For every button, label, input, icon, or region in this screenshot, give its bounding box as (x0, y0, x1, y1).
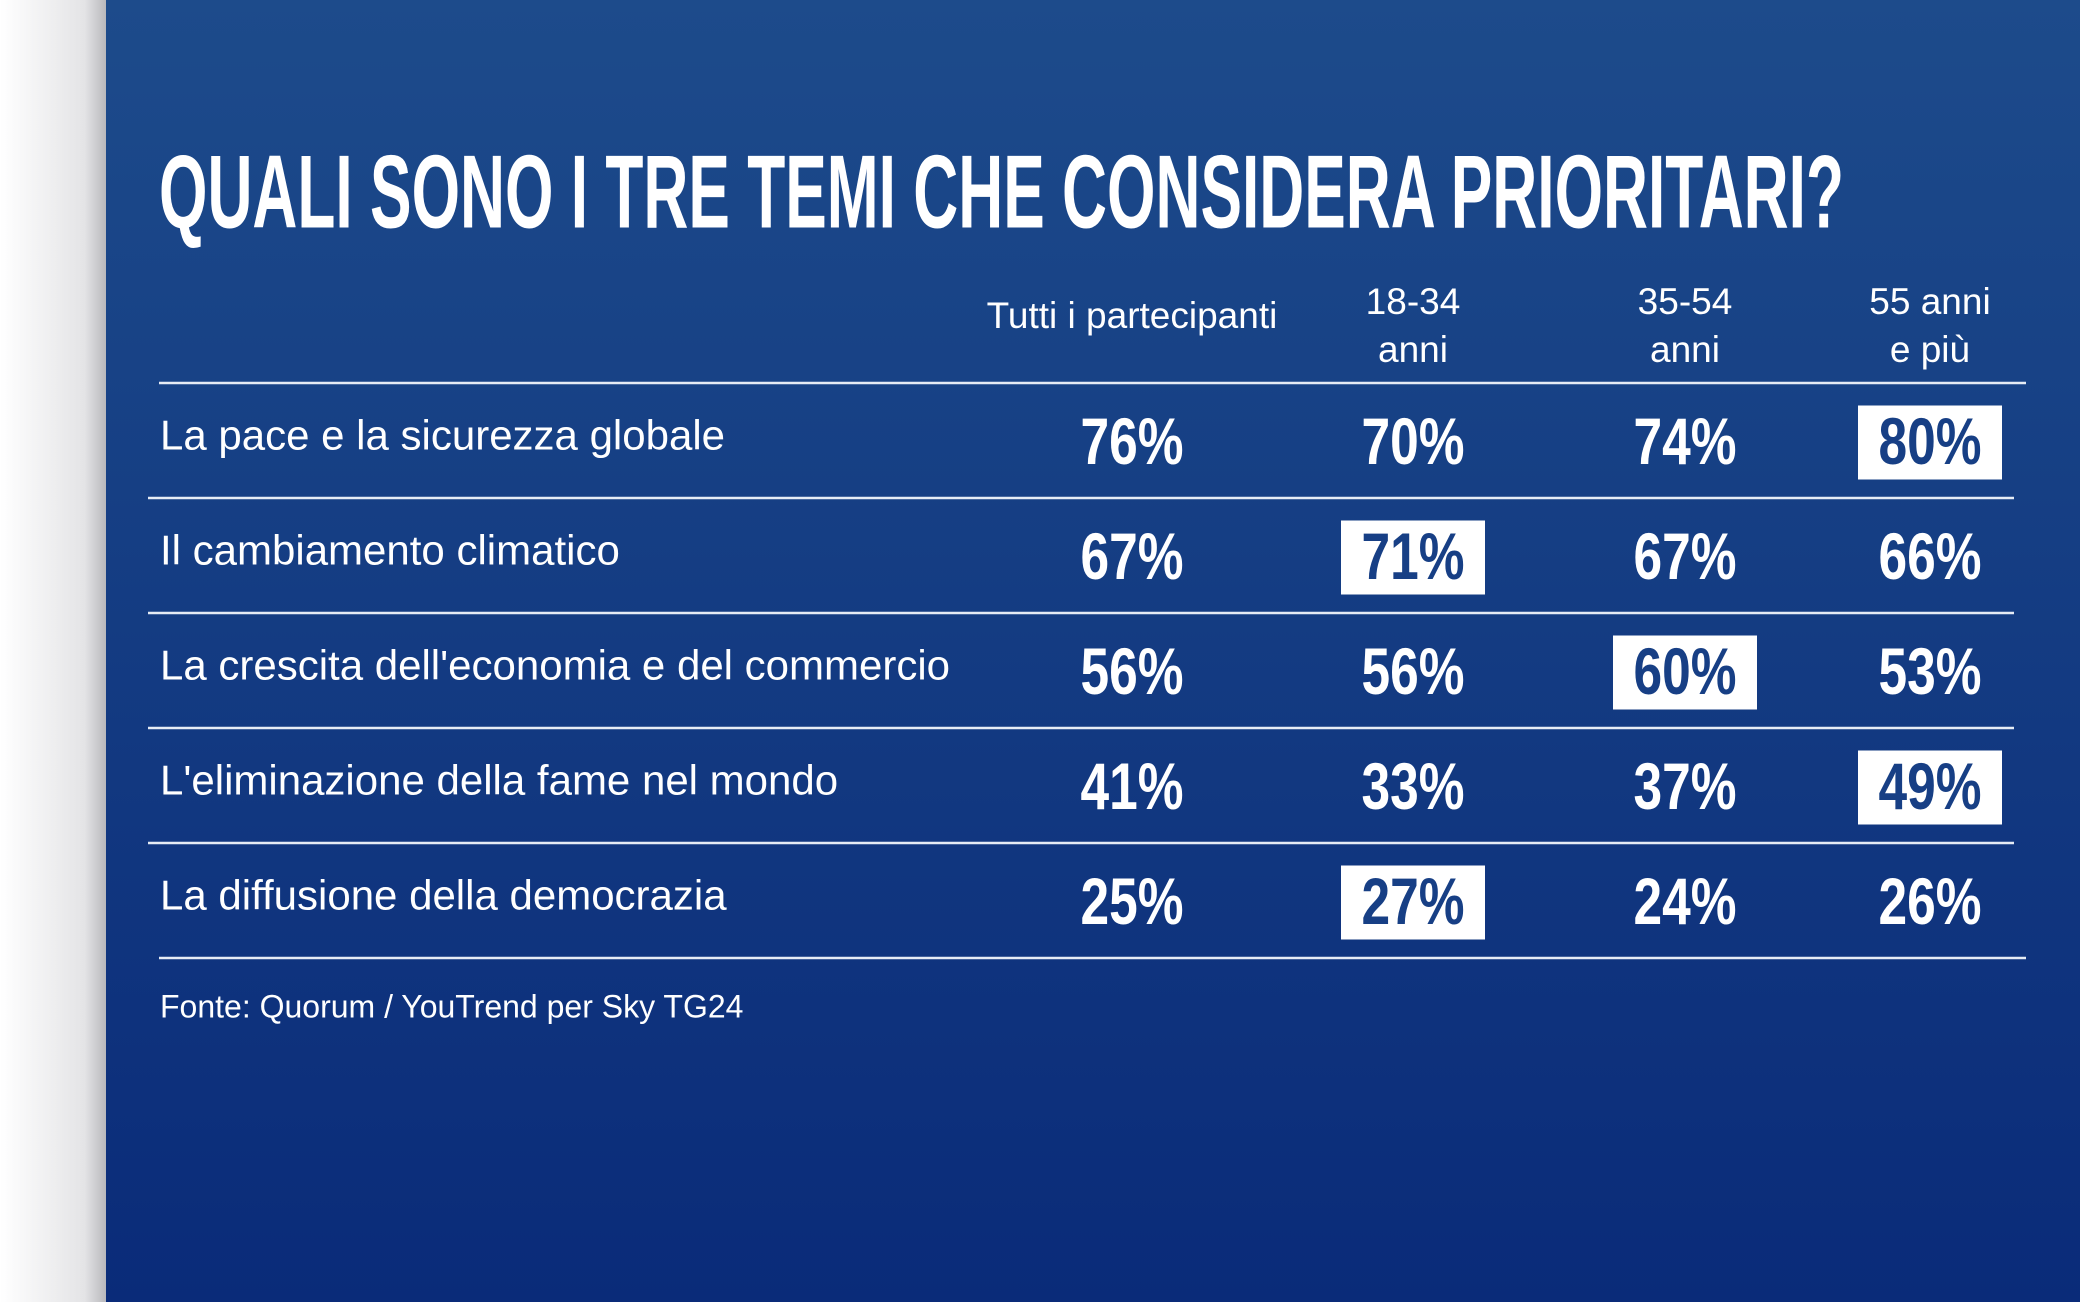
table: Tutti i partecipanti 18-34 anni 35-54 anni 55… (148, 281, 2026, 960)
column-header: anni (1378, 329, 1448, 370)
value: 26% (1878, 864, 1981, 939)
column-header: 18-34 (1366, 281, 1461, 322)
value: 27% (1361, 864, 1464, 939)
value: 25% (1080, 864, 1183, 939)
highlight-box (1341, 865, 1485, 940)
column-header: Tutti i partecipanti (987, 295, 1278, 336)
value: 56% (1080, 634, 1183, 709)
column-header: 55 anni (1869, 281, 1990, 322)
value: 66% (1878, 519, 1981, 594)
value: 76% (1080, 404, 1183, 479)
value: 53% (1878, 634, 1981, 709)
source: Fonte: Quorum / YouTrend per Sky TG24 (160, 988, 743, 1024)
value: 33% (1361, 749, 1464, 824)
column-header: anni (1650, 329, 1720, 370)
value: 49% (1878, 749, 1981, 824)
value: 24% (1633, 864, 1736, 939)
row-label: La diffusione della democrazia (160, 872, 727, 919)
row-label: La crescita dell'economia e del commerci… (160, 642, 950, 689)
value: 41% (1080, 749, 1183, 824)
highlight-box (1341, 520, 1485, 595)
value: 70% (1361, 404, 1464, 479)
value: 37% (1633, 749, 1736, 824)
highlight-box (1858, 750, 2002, 825)
value: 67% (1633, 519, 1736, 594)
value: 74% (1633, 404, 1736, 479)
row-label: La pace e la sicurezza globale (160, 412, 725, 459)
value: 60% (1633, 634, 1736, 709)
value: 67% (1080, 519, 1183, 594)
row-label: L'eliminazione della fame nel mondo (160, 757, 838, 804)
value: 56% (1361, 634, 1464, 709)
side-strip (0, 0, 106, 1302)
highlight-box (1613, 635, 1757, 710)
column-header: 35-54 (1638, 281, 1733, 322)
column-header: e più (1890, 329, 1970, 370)
row-label: Il cambiamento climatico (160, 527, 620, 574)
highlight-box (1858, 405, 2002, 480)
value: 71% (1361, 519, 1464, 594)
value: 80% (1878, 404, 1981, 479)
title: QUALI SONO I TRE TEMI CHE CONSIDERA PRIO… (159, 134, 1844, 250)
